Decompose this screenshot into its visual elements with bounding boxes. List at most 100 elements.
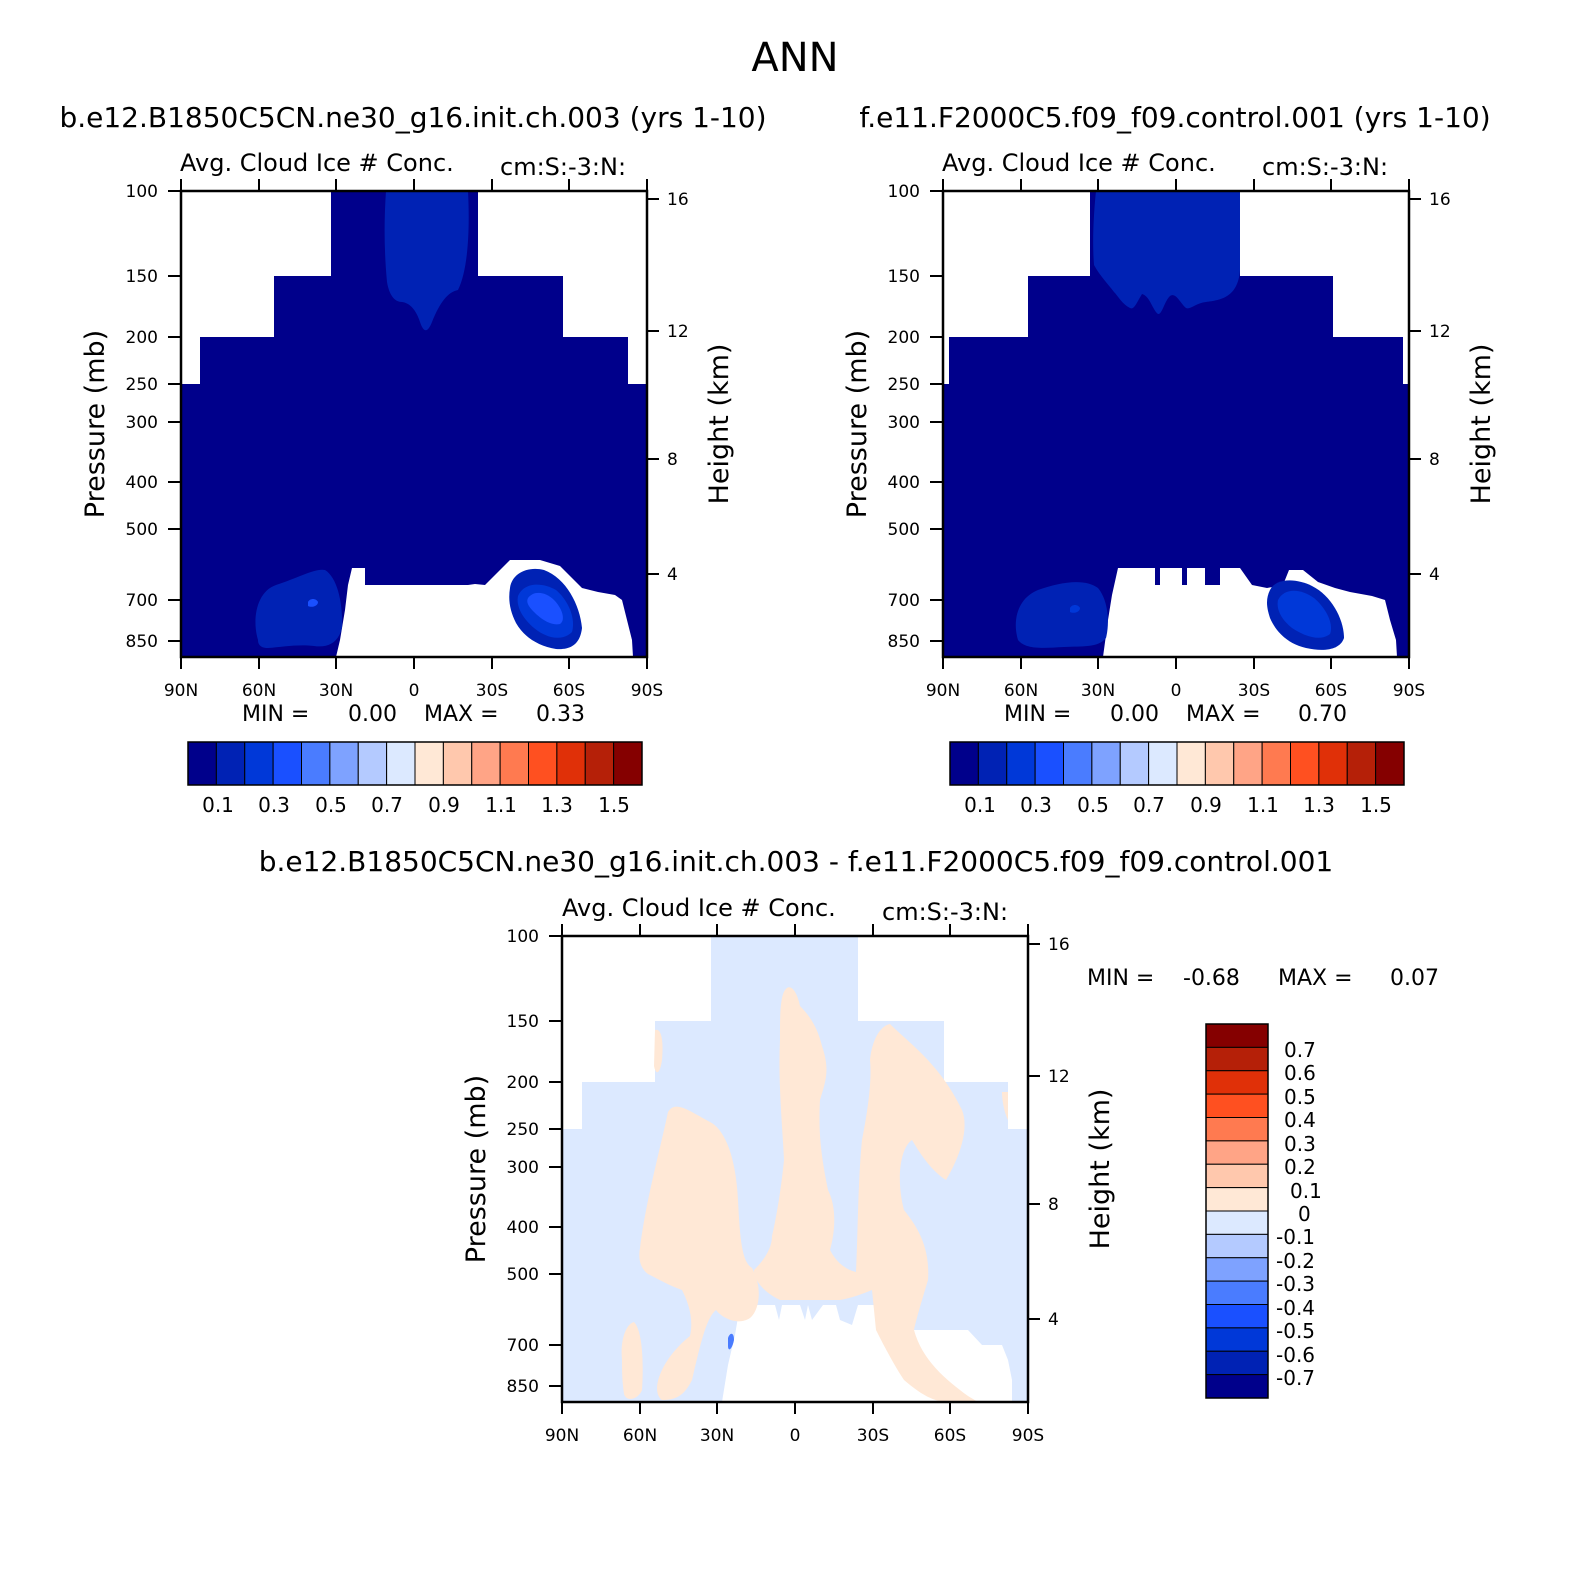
- colorbar-border: [1205, 1023, 1269, 1399]
- colorbar-swatch: [301, 741, 331, 786]
- panel-3-height-tick: 12: [1048, 1067, 1070, 1087]
- panel-1-colorbar-label: 0.7: [371, 793, 403, 817]
- panel-3-case-title: b.e12.B1850C5CN.ne30_g16.init.ch.003 - f…: [259, 845, 1334, 878]
- panel-1-y-label: Pressure (mb): [80, 330, 111, 518]
- panel-1-colorbar-label: 1.3: [541, 793, 573, 817]
- panel-3-colorbar-label: 0: [1298, 1202, 1311, 1226]
- panel-3-colorbar-label: -0.2: [1276, 1249, 1315, 1273]
- colorbar-swatch: [1119, 741, 1150, 786]
- panel-1-height-tick: 16: [667, 190, 689, 210]
- panel-2-y-label: Pressure (mb): [842, 330, 873, 518]
- panel-3-x-tick: 60N: [623, 1426, 657, 1446]
- colorbar-swatch: [215, 741, 246, 786]
- colorbar-swatch: [1148, 741, 1178, 786]
- panel-3-positive-region-d: [654, 1029, 663, 1073]
- panel-2-colorbar-label: 0.3: [1020, 793, 1052, 817]
- panel-1-y-tick: 200: [126, 328, 158, 348]
- panel-3-y-tick: 400: [507, 1218, 539, 1238]
- panel-1-x-tick: 60N: [242, 681, 276, 701]
- panel-2-y-tick: 150: [888, 267, 920, 287]
- colorbar-swatch: [1205, 1327, 1269, 1352]
- panel-1-right-axis: 16 12 8 4 Height (km): [647, 190, 735, 585]
- panel-3-negative-spot: [728, 1333, 734, 1350]
- panel-2-x-axis: 90N 60N 30N 0 30S 60S 90S: [926, 179, 1425, 701]
- panel-3-long-name: Avg. Cloud Ice # Conc.: [562, 894, 836, 922]
- panel-2-y-tick: 100: [888, 182, 920, 202]
- colorbar-swatch: [1375, 741, 1405, 786]
- panel-2-y-tick: 250: [888, 375, 920, 395]
- panel-2-nh-lowlevel-region: [1015, 582, 1108, 648]
- panel-3-colorbar-label: 0.3: [1284, 1132, 1316, 1156]
- panel-3-colorbar-label: 0.1: [1290, 1179, 1322, 1203]
- panel-1-colorbar-label: 1.1: [485, 793, 517, 817]
- panel-3-max-label: MAX =: [1278, 966, 1353, 991]
- panel-3-plot-area: [560, 934, 1030, 1404]
- colorbar-swatch: [442, 741, 473, 786]
- panel-2-y-tick: 850: [888, 632, 920, 652]
- panel-1-height-tick: 12: [667, 322, 689, 342]
- panel-3-colorbar-label: 0.6: [1284, 1061, 1316, 1085]
- panel-3-y-tick: 500: [507, 1265, 539, 1285]
- panel-3-y-tick: 700: [507, 1336, 539, 1356]
- panel-1-y-tick: 400: [126, 473, 158, 493]
- panel-1-colorbar-label: 0.5: [315, 793, 347, 817]
- panel-2-height-tick: 12: [1429, 322, 1451, 342]
- panel-3-positive-region-c: [621, 1322, 643, 1399]
- panel-1-height-tick: 8: [667, 450, 678, 470]
- panel-3-y-label: Pressure (mb): [461, 1075, 492, 1263]
- panel-3-colorbar-label: -0.4: [1276, 1296, 1315, 1320]
- panel-2-minmax: MIN = 0.00 MAX = 0.70: [1004, 702, 1347, 727]
- panel-1-min-value: 0.00: [348, 702, 397, 727]
- panel-1-x-tick: 90S: [631, 681, 663, 701]
- colorbar-swatch: [1205, 1280, 1269, 1305]
- panel-3-colorbar-label: 0.4: [1284, 1108, 1316, 1132]
- panel-3-colorbar-label: 0.5: [1284, 1085, 1316, 1109]
- colorbar-swatch: [1205, 1374, 1269, 1399]
- panel-3-positive-region-e: [1002, 1092, 1008, 1120]
- panel-3-x-tick: 30N: [700, 1426, 734, 1446]
- colorbar-swatch: [584, 741, 615, 786]
- panel-1-x-tick: 90N: [164, 681, 198, 701]
- panel-3-colorbar: [1205, 1023, 1269, 1399]
- panel-1-y-tick: 300: [126, 413, 158, 433]
- panel-2-y-tick: 300: [888, 413, 920, 433]
- panel-2-right-label: Height (km): [1466, 344, 1497, 505]
- panel-2-min-value: 0.00: [1110, 702, 1159, 727]
- panel-1-right-label: Height (km): [704, 344, 735, 505]
- colorbar-swatch: [1318, 741, 1348, 786]
- panel-3-x-tick: 90S: [1012, 1426, 1044, 1446]
- panel-2-right-axis: 16 12 8 4 Height (km): [1409, 190, 1497, 585]
- colorbar-swatch: [386, 741, 416, 786]
- panel-2-y-tick: 500: [888, 520, 920, 540]
- panel-2-colorbar-label: 0.9: [1190, 793, 1222, 817]
- panel-3-colorbar-label: -0.6: [1276, 1343, 1315, 1367]
- panel-1-nh-spot: [308, 599, 318, 607]
- colorbar-swatch: [1261, 741, 1291, 786]
- panel-3-colorbar-label: -0.7: [1276, 1366, 1315, 1390]
- panel-2-colorbar-label: 1.3: [1303, 793, 1335, 817]
- panel-3-positive-region-b: [754, 987, 978, 1402]
- colorbar-swatch: [1205, 1350, 1269, 1376]
- panel-1-colorbar-label: 1.5: [598, 793, 630, 817]
- panel-3-right-label: Height (km): [1085, 1089, 1116, 1250]
- colorbar-swatch: [1034, 741, 1064, 786]
- panel-3-y-tick: 300: [507, 1158, 539, 1178]
- panel-1-min-label: MIN =: [242, 702, 309, 727]
- panel-1-x-tick: 60S: [553, 681, 585, 701]
- panel-1-y-tick: 500: [126, 520, 158, 540]
- panel-3-left-axis: 100 150 200 250 300 400 500 700 850 Pres…: [461, 927, 562, 1397]
- panel-2-field-base: [943, 191, 1409, 657]
- panel-3-x-tick: 60S: [934, 1426, 966, 1446]
- panel-2-case-title: f.e11.F2000C5.f09_f09.control.001 (yrs 1…: [859, 101, 1490, 134]
- panel-1-y-tick: 700: [126, 591, 158, 611]
- panel-2-colorbar-label: 0.7: [1133, 793, 1165, 817]
- panel-1-y-tick: 250: [126, 375, 158, 395]
- panel-3-units: cm:S:-3:N:: [882, 898, 1008, 926]
- panel-1-sh-level3: [527, 592, 563, 625]
- panel-2-sh-level2: [1277, 590, 1332, 638]
- panel-3-y-tick: 850: [507, 1377, 539, 1397]
- panel-3-colorbar-label: 0.2: [1284, 1155, 1316, 1179]
- panel-3-x-tick: 90N: [545, 1426, 579, 1446]
- panel-2-max-label: MAX =: [1186, 702, 1261, 727]
